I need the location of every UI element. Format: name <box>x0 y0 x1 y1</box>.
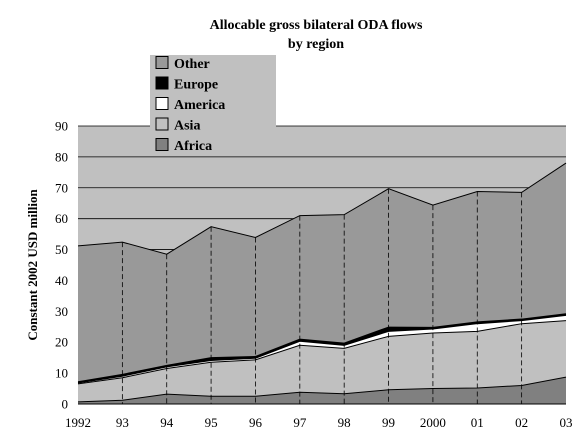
x-tick-label: 97 <box>293 415 307 430</box>
legend-swatch-africa <box>155 138 169 151</box>
y-tick-label: 0 <box>62 397 69 412</box>
legend-label-europe: Europe <box>174 78 218 93</box>
y-axis-label: Constant 2002 USD million <box>25 189 40 341</box>
x-tick-label: 01 <box>471 415 484 430</box>
x-tick-labels: 1992 93 94 95 96 97 98 99 2000 01 02 03 <box>65 415 573 430</box>
category-dash-lines <box>121 188 523 404</box>
series-line-europe <box>77 313 567 383</box>
y-tick-label: 20 <box>55 335 68 350</box>
y-tick-label: 10 <box>55 366 68 381</box>
legend-label-africa: Africa <box>174 139 212 154</box>
x-tick-label: 99 <box>382 415 395 430</box>
y-tick-label: 70 <box>55 180 68 195</box>
legend-swatch-america <box>155 97 169 110</box>
area-asia <box>78 320 566 402</box>
series-line-africa <box>77 376 567 403</box>
x-tick-label: 2000 <box>420 415 446 430</box>
y-tick-label: 80 <box>55 149 68 164</box>
legend-swatch-other <box>155 56 169 69</box>
x-tick-label: 98 <box>338 415 351 430</box>
legend-swatch-europe <box>155 76 169 90</box>
series-line-america <box>77 314 567 384</box>
legend-background <box>150 55 276 152</box>
series-line-asia <box>77 320 567 385</box>
series-lines <box>77 162 567 403</box>
area-other <box>78 163 566 382</box>
x-tick-label: 94 <box>160 415 174 430</box>
legend-label-america: America <box>174 98 225 113</box>
x-tick-label: 02 <box>515 415 528 430</box>
y-tick-labels: 0 10 20 30 40 50 60 70 80 90 <box>55 119 68 412</box>
chart-subtitle: by region <box>288 37 344 52</box>
legend-label-asia: Asia <box>174 119 200 134</box>
x-tick-label: 95 <box>205 415 218 430</box>
y-tick-label: 30 <box>55 304 68 319</box>
area-africa <box>78 377 566 404</box>
legend-swatch-asia <box>155 117 169 131</box>
legend-label-other: Other <box>174 57 210 72</box>
x-tick-label: 03 <box>560 415 573 430</box>
x-tick-label: 96 <box>249 415 263 430</box>
y-tick-label: 40 <box>55 273 68 288</box>
series-line-other <box>77 162 567 255</box>
x-tick-label: 1992 <box>65 415 91 430</box>
chart-title: Allocable gross bilateral ODA flows <box>210 18 423 33</box>
y-tick-label: 90 <box>55 119 68 134</box>
legend: Other Europe America Asia Africa <box>150 55 276 154</box>
y-tick-label: 50 <box>55 242 68 257</box>
y-tick-label: 60 <box>55 211 68 226</box>
x-tick-label: 93 <box>116 415 129 430</box>
